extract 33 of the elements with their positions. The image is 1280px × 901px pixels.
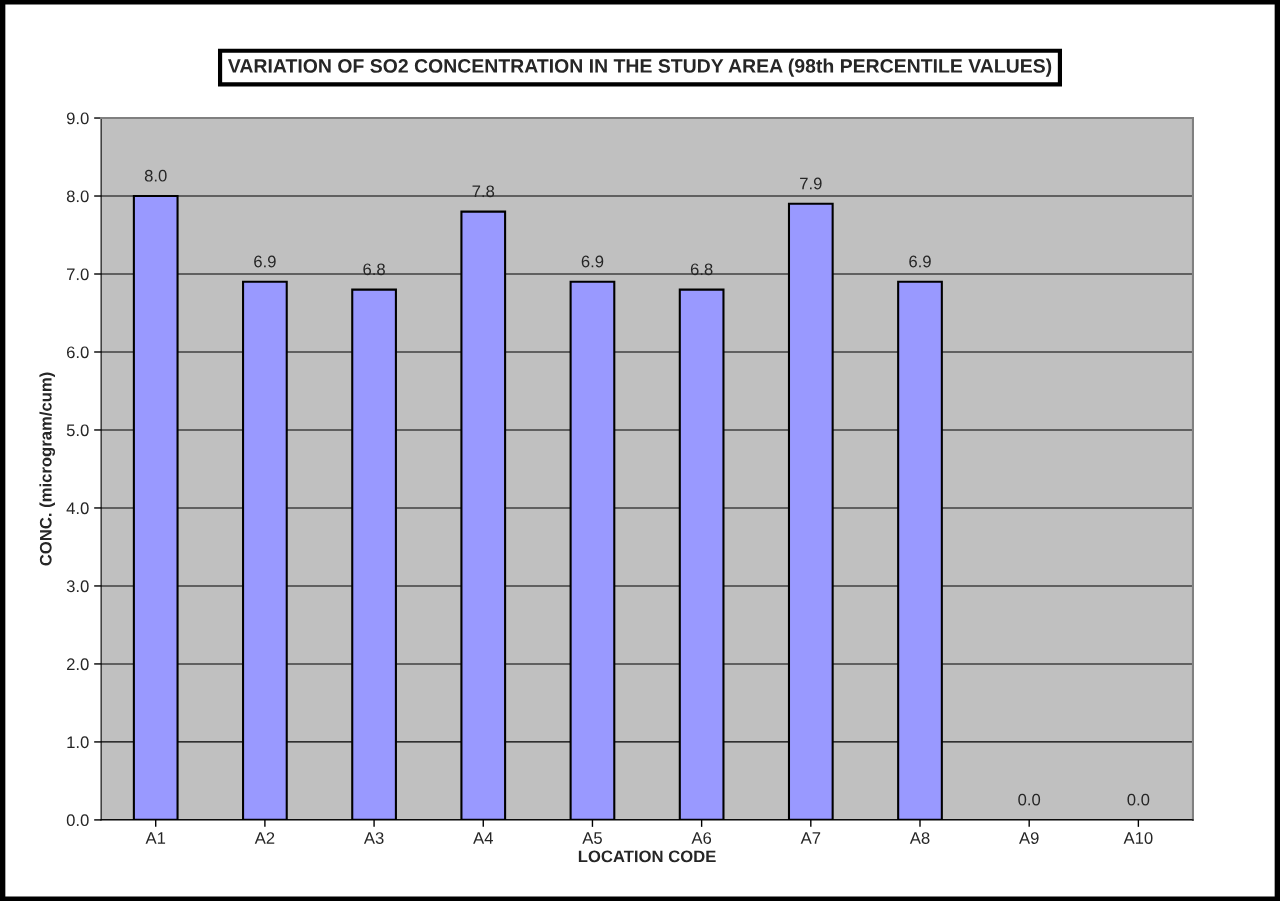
y-tick-label: 1.0 (67, 736, 89, 749)
y-axis-title: CONC. (microgram/cum) (39, 372, 56, 566)
x-tick-label: A1 (145, 832, 166, 844)
y-tick-label: 5.0 (66, 424, 89, 437)
x-tick-label: A9 (1019, 832, 1039, 844)
y-tick-label: 9.0 (66, 112, 89, 125)
x-tick-label: A3 (363, 832, 384, 844)
data-label: 6.8 (690, 263, 713, 276)
y-tick-label: 6.0 (66, 346, 89, 359)
y-tick-label: 7.0 (67, 268, 89, 281)
chart-title: VARIATION OF SO2 CONCENTRATION IN THE STUDY AREA (98th PERCENTILE VALUES) (227, 58, 1052, 77)
y-tick-label: 2.0 (66, 658, 89, 671)
data-label: 6.8 (363, 263, 385, 276)
data-label: 0.0 (1018, 793, 1041, 806)
data-label: 0.0 (1127, 793, 1150, 806)
x-tick-label: A4 (473, 832, 493, 844)
y-tick-label: 0.0 (66, 814, 89, 827)
y-tick-label: 8.0 (66, 190, 89, 203)
x-tick-label: A2 (254, 832, 275, 844)
data-label: 6.9 (254, 255, 276, 268)
data-label: 7.9 (800, 177, 822, 190)
x-tick-label: A10 (1123, 832, 1153, 844)
x-tick-label: A5 (582, 832, 602, 844)
x-axis-title: LOCATION CODE (578, 850, 716, 863)
x-tick-label: A8 (909, 832, 930, 844)
data-label: 7.8 (472, 185, 495, 198)
y-tick-label: 4.0 (66, 502, 89, 515)
x-tick-label: A7 (800, 832, 821, 844)
x-tick-label: A6 (691, 832, 712, 844)
data-label: 6.9 (581, 255, 604, 268)
data-label: 8.0 (144, 169, 167, 182)
data-label: 6.9 (909, 255, 931, 268)
y-tick-label: 3.0 (66, 580, 89, 593)
